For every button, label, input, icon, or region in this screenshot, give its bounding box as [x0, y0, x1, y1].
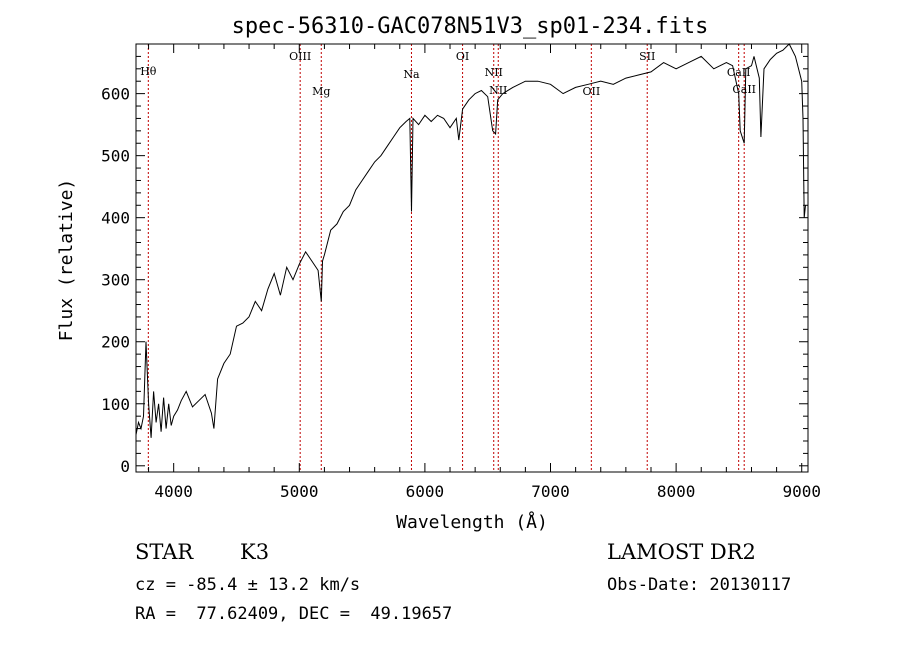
y-tick-label: 400: [101, 209, 130, 228]
spectral-line-label: NII: [485, 66, 503, 79]
x-tick-label: 7000: [531, 482, 570, 501]
spectral-line-label: SII: [639, 50, 655, 63]
x-tick-label: 9000: [782, 482, 821, 501]
spectral-line-label: CaII: [727, 66, 751, 79]
object-class: STAR: [135, 540, 194, 564]
spectral-line-label: OII: [582, 85, 600, 98]
object-subclass: K3: [240, 540, 270, 564]
x-axis-label: Wavelength (Å): [396, 511, 548, 533]
y-tick-label: 100: [101, 395, 130, 414]
x-tick-label: 8000: [657, 482, 696, 501]
redshift-cz: cz = -85.4 ± 13.2 km/s: [135, 575, 361, 595]
x-tick-label: 6000: [406, 482, 445, 501]
observation-date: Obs-Date: 20130117: [607, 575, 792, 595]
spectral-line-label: Hθ: [140, 65, 157, 78]
y-tick-label: 200: [101, 333, 130, 352]
y-tick-label: 0: [120, 457, 130, 476]
spectrum-series-line: [135, 43, 806, 438]
y-tick-label: 300: [101, 271, 130, 290]
y-axis-label: Flux (relative): [56, 179, 77, 342]
spectral-line-markers: [147, 44, 745, 472]
spectral-line-labels: Hθ OIII Mg Na OI NII NII OII SII CaII CaII: [140, 50, 756, 98]
spectral-line-label: OI: [456, 50, 469, 63]
spectral-line-label: OIII: [289, 50, 311, 63]
spectral-line-label: Mg: [312, 85, 330, 98]
x-tick-label: 4000: [154, 482, 193, 501]
survey-name: LAMOST DR2: [607, 540, 756, 564]
spectral-line-label: CaII: [732, 83, 756, 96]
x-axis: 4000 5000 6000 7000 8000 9000: [148, 44, 821, 501]
x-tick-label: 5000: [280, 482, 319, 501]
y-tick-label: 500: [101, 147, 130, 166]
plot-frame: [135, 43, 809, 473]
spectral-line-label: NII: [489, 84, 507, 97]
y-tick-label: 600: [101, 85, 130, 104]
chart-title: spec-56310-GAC078N51V3_sp01-234.fits: [232, 14, 709, 39]
coordinates: RA = 77.62409, DEC = 49.19657: [135, 604, 453, 624]
y-axis: 0 100 200 300 400 500 600: [101, 55, 808, 476]
spectral-line-label: Na: [403, 68, 420, 81]
